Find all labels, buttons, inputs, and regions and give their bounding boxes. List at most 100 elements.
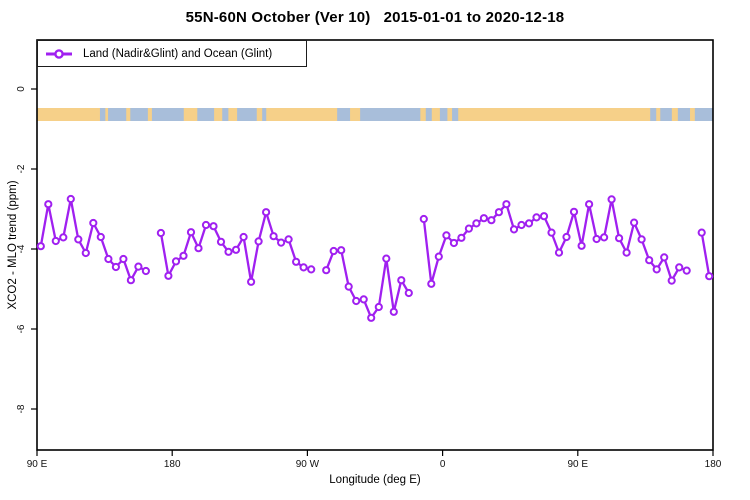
data-point-marker: [442, 231, 451, 240]
data-point-marker: [622, 248, 631, 257]
ocean-band-segment: [197, 108, 215, 121]
data-point-marker: [141, 266, 150, 276]
data-point-marker: [449, 238, 458, 248]
data-point-marker: [74, 235, 83, 244]
data-line: [325, 249, 410, 319]
data-point-marker: [660, 253, 669, 262]
ocean-band-segment: [337, 108, 351, 121]
data-point-marker: [216, 237, 226, 246]
ocean-band-segment: [151, 108, 184, 121]
y-axis-label: XCO2 - MLO trend (ppm): [7, 180, 19, 310]
data-point-marker: [179, 251, 188, 260]
data-point-marker: [134, 262, 143, 271]
y-tick-label: -4: [16, 244, 27, 253]
data-point-marker: [404, 288, 413, 298]
data-point-marker: [239, 232, 248, 242]
x-axis-label: Longitude (deg E): [329, 474, 421, 486]
data-point-marker: [397, 276, 406, 285]
data-point-marker: [464, 224, 473, 233]
data-point-marker: [705, 272, 714, 281]
ocean-band-segment: [360, 108, 421, 121]
x-tick-label: 90 E: [27, 459, 48, 470]
data-point-marker: [89, 218, 98, 228]
data-point-marker: [344, 282, 353, 291]
data-point-marker: [502, 200, 511, 209]
data-point-marker: [667, 276, 676, 285]
data-point-marker: [630, 218, 639, 227]
data-point-marker: [194, 244, 203, 253]
data-point-marker: [209, 222, 218, 231]
data-point-marker: [164, 271, 173, 280]
data-point-marker: [292, 257, 301, 266]
ocean-band-segment: [108, 108, 127, 121]
data-point-marker: [472, 219, 481, 228]
data-point-marker: [509, 225, 519, 234]
ocean-band-segment: [694, 108, 713, 121]
data-point-marker: [262, 208, 271, 217]
data-point-marker: [585, 200, 594, 209]
data-point-marker: [51, 236, 60, 246]
data-point-marker: [457, 233, 466, 242]
ocean-band-segment: [650, 108, 657, 121]
ocean-band-segment: [237, 108, 257, 121]
data-point-marker: [104, 254, 113, 264]
data-point-marker: [374, 302, 383, 312]
data-point-marker: [419, 214, 428, 224]
data-point-marker: [562, 232, 571, 242]
data-point-marker: [81, 248, 90, 258]
data-point-marker: [156, 228, 165, 238]
data-point-marker: [389, 307, 398, 316]
ocean-band-segment: [677, 108, 691, 121]
data-point-marker: [517, 220, 526, 230]
ocean-band-segment: [130, 108, 148, 121]
x-tick-label: 90 E: [568, 459, 589, 470]
legend-line-marker-icon: [46, 48, 72, 59]
data-point-marker: [44, 200, 53, 209]
data-point-marker: [186, 228, 196, 237]
y-tick-label: -2: [16, 164, 27, 173]
ocean-band-segment: [439, 108, 448, 121]
data-point-marker: [66, 194, 75, 204]
ocean-band-segment: [222, 108, 229, 121]
data-point-marker: [494, 208, 503, 217]
data-point-marker: [119, 254, 128, 264]
data-point-marker: [382, 254, 391, 263]
data-line: [700, 231, 711, 278]
data-point-marker: [675, 263, 684, 272]
data-point-marker: [637, 235, 646, 244]
data-point-marker: [224, 247, 233, 256]
legend: Land (Nadir&Glint) and Ocean (Glint): [37, 40, 307, 67]
data-point-marker: [247, 277, 256, 286]
data-line: [422, 198, 688, 285]
data-point-marker: [547, 228, 556, 237]
data-point-marker: [427, 279, 436, 288]
ocean-band-segment: [425, 108, 432, 121]
y-tick-label: -8: [16, 404, 27, 413]
data-point-marker: [337, 246, 346, 255]
data-point-marker: [59, 233, 68, 242]
data-point-marker: [434, 252, 443, 261]
x-tick-label: 180: [705, 459, 722, 470]
data-point-marker: [254, 237, 263, 246]
data-point-marker: [322, 266, 331, 275]
data-point-marker: [284, 235, 293, 244]
data-point-marker: [697, 228, 706, 237]
data-point-marker: [352, 296, 361, 306]
data-point-marker: [299, 263, 308, 272]
legend-label: Land (Nadir&Glint) and Ocean (Glint): [83, 47, 273, 60]
plot-border: [36, 39, 714, 451]
data-point-marker: [539, 212, 549, 221]
data-point-marker: [577, 241, 586, 250]
x-tick-label: 0: [440, 459, 446, 470]
y-tick-label: 0: [16, 86, 27, 92]
data-point-marker: [36, 242, 45, 251]
data-point-marker: [615, 234, 624, 243]
chart-title: 55N-60N October (Ver 10) 2015-01-01 to 2…: [185, 9, 565, 26]
data-point-marker: [231, 245, 241, 254]
data-point-marker: [307, 265, 316, 274]
ocean-band-segment: [262, 108, 267, 121]
data-point-marker: [652, 265, 661, 274]
data-point-marker: [645, 256, 654, 265]
